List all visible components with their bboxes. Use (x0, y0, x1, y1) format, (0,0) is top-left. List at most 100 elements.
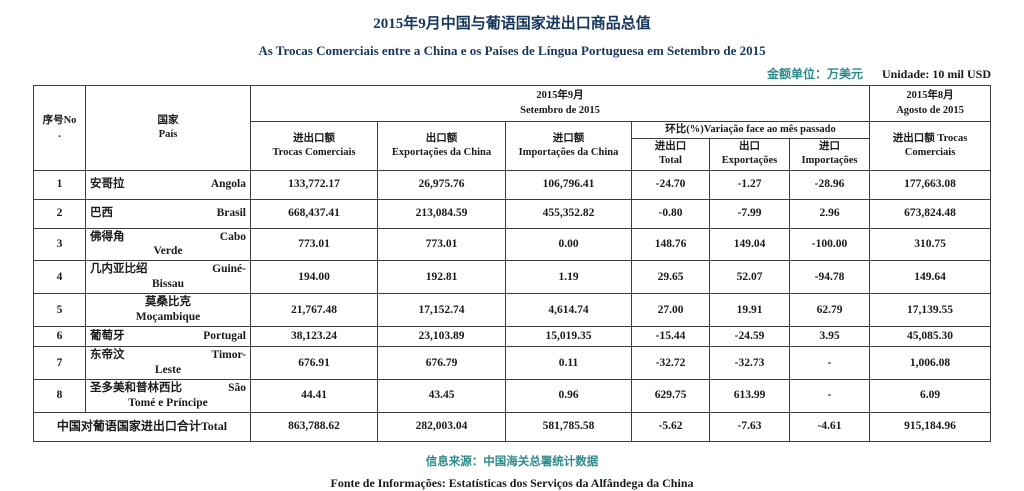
source-note-zh: 信息来源：中国海关总署统计数据 (425, 455, 599, 468)
row-number: 1 (33, 169, 86, 200)
variation-imports-value: 3.95 (788, 326, 871, 348)
country-cell: 东帝汶 Timor- Leste (85, 346, 251, 381)
country-cell: 巴西 Brasil (85, 198, 251, 229)
exports-value: 43.45 (377, 379, 506, 413)
total-variation-exports-value: -7.63 (709, 411, 790, 442)
variation-total-value: 29.65 (631, 260, 710, 295)
country-name-zh: 莫桑比克 (145, 296, 191, 309)
total-trade-total-value: 863,788.62 (250, 411, 378, 442)
group-header-september-2015: 2015年9月 Setembro de 2015 (249, 85, 871, 122)
trade-table: 序号No . 国家 País 2015年9月 Setembro de 2015 … (33, 85, 992, 442)
imports-value: 0.96 (505, 379, 632, 413)
variation-imports-value: -28.96 (788, 169, 871, 200)
country-name-pt: Timor- (211, 349, 247, 362)
group-header-august-2015: 2015年8月 Agosto de 2015 (869, 85, 992, 122)
row-number: 2 (33, 198, 86, 229)
variation-imports-value: -100.00 (788, 227, 871, 262)
exports-value: 773.01 (377, 227, 506, 262)
exports-value: 17,152.74 (377, 293, 506, 328)
col-header-imports: 进口额 Importações da China (505, 121, 632, 171)
table-row-timor-leste: 7 东帝汶 Timor- Leste 676.91 676.79 0.11 -32… (33, 346, 992, 381)
august-trade-total-value: 17,139.55 (869, 293, 992, 328)
country-cell: 安哥拉 Angola (85, 169, 251, 200)
imports-value: 15,019.35 (505, 326, 632, 348)
row-number: 4 (33, 260, 86, 295)
col-header-trade-total: 进出口额 Trocas Comerciais (250, 121, 378, 171)
august-trade-total-value: 149.64 (869, 260, 992, 295)
exports-value: 192.81 (377, 260, 506, 295)
total-imports-value: 581,785.58 (505, 411, 632, 442)
group-header-variation: 环比(%)Variação face ao mês passado (630, 120, 871, 140)
document-title-zh: 2015年9月中国与葡语国家进出口商品总值 (373, 16, 651, 32)
imports-value: 0.00 (505, 227, 632, 262)
variation-exports-value: 19.91 (709, 293, 790, 328)
table-row-total: 中国对葡语国家进出口合计Total 863,788.62 282,003.04 … (33, 411, 992, 442)
variation-exports-value: -24.59 (709, 326, 790, 348)
variation-exports-value: 52.07 (709, 260, 790, 295)
table-row-portugal: 6 葡萄牙 Portugal 38,123.24 23,103.89 15,019… (33, 326, 992, 348)
imports-value: 1.19 (505, 260, 632, 295)
table-row-cabo-verde: 3 佛得角 Cabo Verde 773.01 773.01 0.00 148.7… (33, 227, 992, 262)
header-row-variation-sub: 进出口 Total 出口 Exportações 进口 Importações (34, 138, 991, 171)
variation-imports-value: -94.78 (788, 260, 871, 295)
country-name-pt: Guiné- (212, 263, 246, 276)
august-trade-total-value: 310.75 (869, 227, 992, 262)
country-name-pt: Brasil (216, 207, 246, 220)
country-name-zh: 圣多美和普林西比 (90, 382, 182, 395)
table-row-sao-tome-e-principe: 8 圣多美和普林西比 São Tomé e Príncipe 44.41 43.4… (33, 379, 992, 413)
variation-imports-value: - (788, 379, 871, 413)
variation-imports-value: - (788, 346, 871, 381)
variation-total-value: 148.76 (631, 227, 710, 262)
variation-exports-value: 149.04 (709, 227, 790, 262)
variation-total-value: 27.00 (631, 293, 710, 328)
variation-exports-value: 613.99 (709, 379, 790, 413)
total-exports-value: 282,003.04 (377, 411, 506, 442)
imports-value: 0.11 (505, 346, 632, 381)
variation-total-value: -15.44 (631, 326, 710, 348)
unit-line: 金额单位：万美元 Unidade: 10 mil USD (33, 65, 991, 82)
exports-value: 23,103.89 (377, 326, 506, 348)
header-row-columns: 进出口额 Trocas Comerciais 出口额 Exportações d… (34, 120, 992, 171)
country-name-zh: 东帝汶 (90, 349, 125, 362)
trade-total-value: 44.41 (250, 379, 378, 413)
trade-total-value: 668,437.41 (250, 198, 378, 229)
variation-total-value: -24.70 (631, 169, 710, 200)
country-cell: 几内亚比绍 Guiné- Bissau (85, 260, 251, 295)
variation-exports-value: -32.73 (709, 346, 790, 381)
country-name-pt: Angola (210, 178, 246, 191)
country-name-pt: Cabo (219, 230, 246, 243)
country-name-zh: 安哥拉 (90, 178, 125, 191)
country-name-pt-line2: Verde (153, 245, 183, 258)
country-cell: 佛得角 Cabo Verde (85, 227, 251, 262)
col-header-august-trade-total: 进出口额 Trocas Comerciais (869, 121, 992, 171)
country-name-pt: São (228, 382, 246, 395)
row-number: 8 (33, 379, 86, 413)
document-title-pt: As Trocas Comerciais entre a China e os … (258, 43, 766, 58)
country-cell: 莫桑比克 Moçambique (85, 293, 251, 328)
variation-total-value: 629.75 (631, 379, 710, 413)
table-row-brasil: 2 巴西 Brasil 668,437.41 213,084.59 455,352… (33, 198, 992, 229)
august-trade-total-value: 673,824.48 (869, 198, 992, 229)
exports-value: 676.79 (377, 346, 506, 381)
country-name-pt-line2: Leste (154, 364, 182, 377)
trade-total-value: 676.91 (250, 346, 378, 381)
unit-label-pt: Unidade: 10 mil USD (881, 67, 991, 81)
country-cell: 圣多美和普林西比 São Tomé e Príncipe (85, 379, 251, 413)
country-name-pt-line2: Moçambique (135, 311, 201, 324)
august-trade-total-value: 1,006.08 (869, 346, 992, 381)
variation-imports-value: 2.96 (788, 198, 871, 229)
imports-value: 455,352.82 (505, 198, 632, 229)
country-cell: 葡萄牙 Portugal (85, 326, 251, 348)
total-variation-total-value: -5.62 (631, 411, 710, 442)
exports-value: 213,084.59 (377, 198, 506, 229)
col-header-exports: 出口额 Exportações da China (377, 121, 506, 171)
row-number: 5 (33, 293, 86, 328)
table-row-guine-bissau: 4 几内亚比绍 Guiné- Bissau 194.00 192.81 1.19 … (33, 260, 992, 295)
country-name-pt: Portugal (203, 330, 246, 343)
trade-total-value: 133,772.17 (250, 169, 378, 200)
country-name-zh: 巴西 (90, 207, 113, 220)
august-trade-total-value: 45,085.30 (869, 326, 992, 348)
col-header-variation-exports: 出口 Exportações (709, 138, 790, 171)
country-name-zh: 几内亚比绍 (90, 263, 148, 276)
